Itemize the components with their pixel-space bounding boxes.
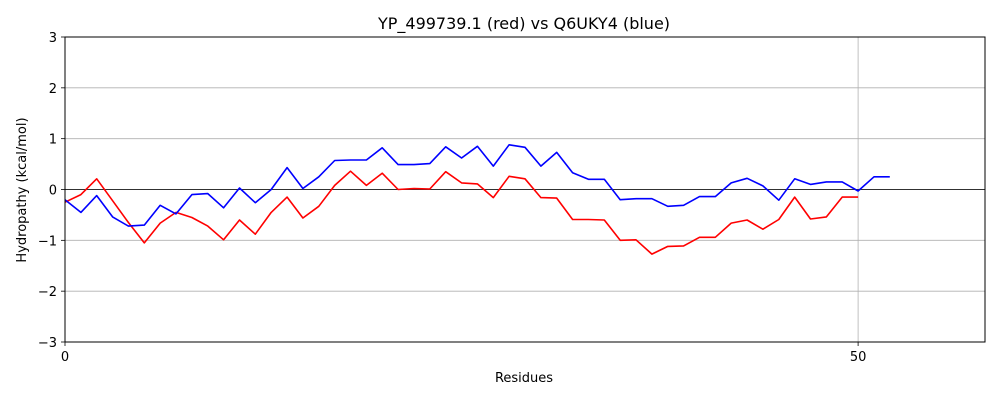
y-tick-label: 0 xyxy=(49,184,57,199)
y-tick-label: 3 xyxy=(49,31,57,46)
series-line-q6uky4 xyxy=(64,144,890,227)
x-tick-label: 0 xyxy=(61,350,69,365)
y-tick-label: −1 xyxy=(38,234,57,249)
chart-title: YP_499739.1 (red) vs Q6UKY4 (blue) xyxy=(377,14,670,34)
y-axis-label: Hydropathy (kcal/mol) xyxy=(15,117,30,262)
y-axis-ticks: −3 −2 −1 0 1 2 3 xyxy=(38,31,65,351)
series-layer xyxy=(64,144,890,255)
y-tick-label: −2 xyxy=(38,285,57,300)
series-line-yp-499739-1 xyxy=(64,170,859,255)
y-tick-label: 1 xyxy=(49,133,57,148)
x-axis-ticks: 0 50 xyxy=(61,342,867,365)
x-tick-label: 50 xyxy=(850,350,867,365)
y-tick-label: −3 xyxy=(38,336,57,351)
y-tick-label: 2 xyxy=(49,82,57,97)
x-axis-label: Residues xyxy=(495,371,553,386)
